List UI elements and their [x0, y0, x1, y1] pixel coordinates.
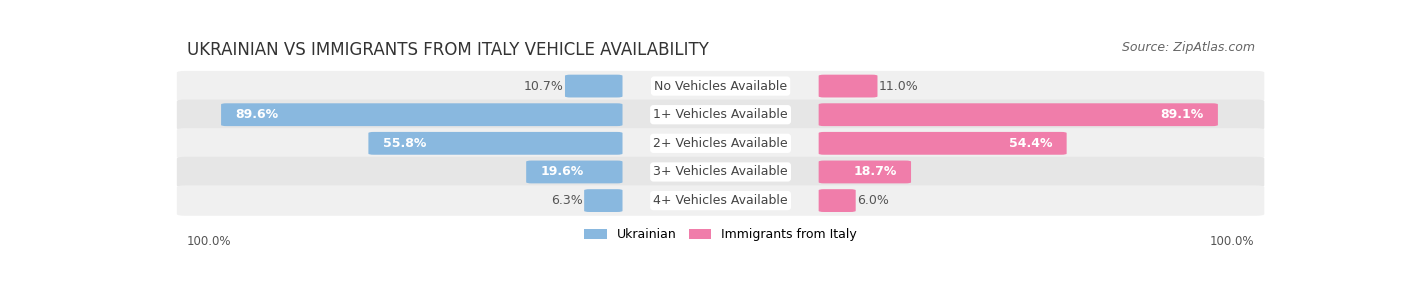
- FancyBboxPatch shape: [818, 132, 1067, 155]
- Text: 19.6%: 19.6%: [540, 166, 583, 178]
- FancyBboxPatch shape: [221, 103, 623, 126]
- FancyBboxPatch shape: [177, 71, 1264, 101]
- Text: 100.0%: 100.0%: [187, 235, 231, 248]
- FancyBboxPatch shape: [818, 160, 911, 183]
- Text: 54.4%: 54.4%: [1010, 137, 1053, 150]
- Text: 100.0%: 100.0%: [1211, 235, 1254, 248]
- Legend: Ukrainian, Immigrants from Italy: Ukrainian, Immigrants from Italy: [579, 223, 862, 246]
- Text: 4+ Vehicles Available: 4+ Vehicles Available: [654, 194, 787, 207]
- FancyBboxPatch shape: [177, 100, 1264, 130]
- FancyBboxPatch shape: [177, 157, 1264, 187]
- FancyBboxPatch shape: [368, 132, 623, 155]
- FancyBboxPatch shape: [583, 189, 623, 212]
- FancyBboxPatch shape: [565, 75, 623, 98]
- Text: 11.0%: 11.0%: [879, 80, 918, 93]
- Text: 6.0%: 6.0%: [856, 194, 889, 207]
- Text: 89.6%: 89.6%: [235, 108, 278, 121]
- FancyBboxPatch shape: [526, 160, 623, 183]
- FancyBboxPatch shape: [818, 189, 856, 212]
- Text: No Vehicles Available: No Vehicles Available: [654, 80, 787, 93]
- Text: 10.7%: 10.7%: [524, 80, 564, 93]
- Text: UKRAINIAN VS IMMIGRANTS FROM ITALY VEHICLE AVAILABILITY: UKRAINIAN VS IMMIGRANTS FROM ITALY VEHIC…: [187, 41, 709, 59]
- Text: 18.7%: 18.7%: [853, 166, 897, 178]
- FancyBboxPatch shape: [818, 75, 877, 98]
- FancyBboxPatch shape: [177, 128, 1264, 158]
- Text: 2+ Vehicles Available: 2+ Vehicles Available: [654, 137, 787, 150]
- FancyBboxPatch shape: [818, 103, 1218, 126]
- Text: 3+ Vehicles Available: 3+ Vehicles Available: [654, 166, 787, 178]
- Text: 1+ Vehicles Available: 1+ Vehicles Available: [654, 108, 787, 121]
- Text: 89.1%: 89.1%: [1160, 108, 1204, 121]
- FancyBboxPatch shape: [177, 185, 1264, 216]
- Text: 6.3%: 6.3%: [551, 194, 583, 207]
- Text: 55.8%: 55.8%: [382, 137, 426, 150]
- Text: Source: ZipAtlas.com: Source: ZipAtlas.com: [1122, 41, 1254, 54]
